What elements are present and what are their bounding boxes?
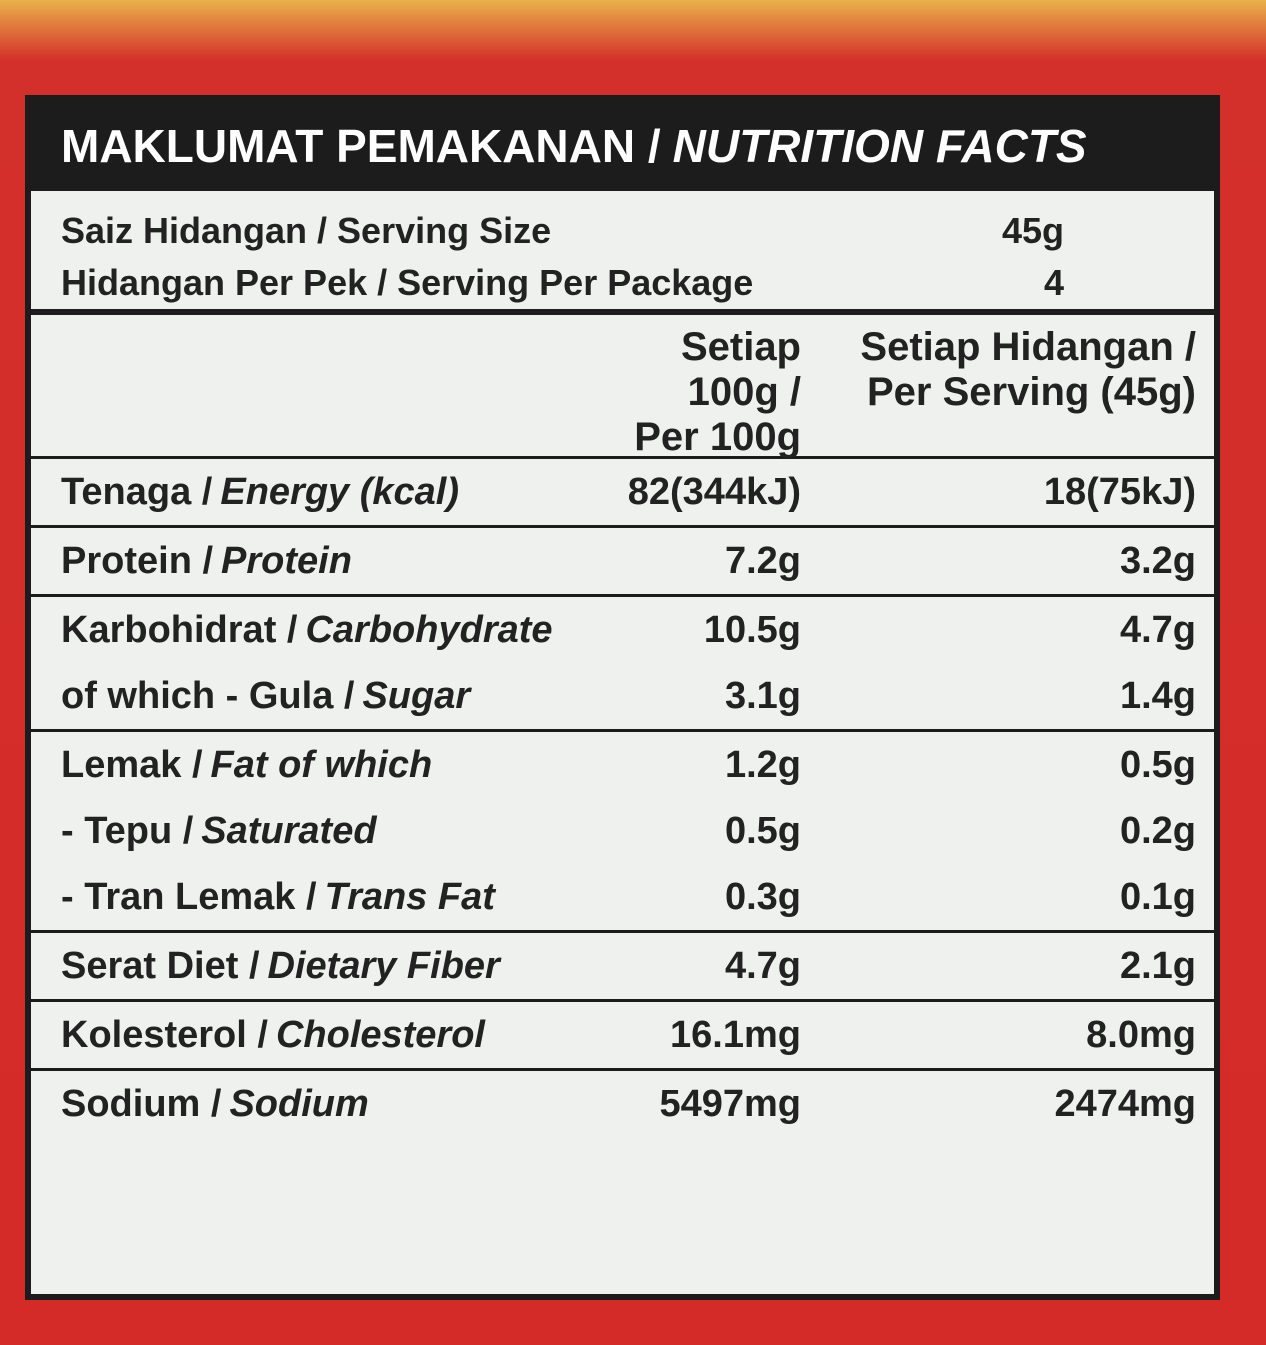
label-malay: Kolesterol / (61, 1013, 268, 1056)
label-malay: Serat Diet / (61, 944, 260, 987)
nutrient-row: Kolesterol / Cholesterol 16.1mg 8.0mg (31, 1002, 1214, 1068)
label-english: Protein (221, 539, 352, 582)
serving-row: Hidangan Per Pek / Serving Per Package 4 (31, 257, 1214, 309)
value-per-100g: 7.2g (724, 539, 801, 582)
nutrient-label: Serat Diet / Dietary Fiber (31, 945, 601, 988)
nutrient-label: Sodium / Sodium (31, 1083, 601, 1126)
nutrient-row: Tenaga / Energy (kcal) 82(344kJ) 18(75kJ) (31, 459, 1214, 525)
nutrient-row: Karbohidrat / Carbohydrate 10.5g 4.7g (31, 597, 1214, 663)
value-per-100g: 0.3g (724, 875, 801, 918)
value-per-serving: 0.2g (1119, 809, 1196, 852)
value-per-100g: 3.1g (724, 674, 801, 717)
value-per-100g: 16.1mg (670, 1013, 801, 1056)
nutrient-row: Protein / Protein 7.2g 3.2g (31, 528, 1214, 594)
label-malay: of which - Gula / (61, 674, 355, 717)
value-per-100g: 1.2g (724, 743, 801, 786)
value-per-serving: 2474mg (1054, 1082, 1196, 1125)
value-per-serving: 0.5g (1119, 743, 1196, 786)
column-headers: Setiap 100g / Per 100g Setiap Hidangan / Pe… (31, 309, 1214, 459)
nutrient-row: Lemak / Fat of which 1.2g 0.5g (31, 732, 1214, 798)
column-header-line: Per 100g (634, 415, 801, 459)
nutrient-label: - Tran Lemak / Trans Fat (31, 876, 601, 919)
nutrient-row: of which - Gula / Sugar 3.1g 1.4g (31, 663, 1214, 729)
value-per-100g: 0.5g (724, 809, 801, 852)
nutrient-label: of which - Gula / Sugar (31, 675, 601, 718)
nutrient-group: Karbohidrat / Carbohydrate 10.5g 4.7g of whi… (31, 597, 1214, 732)
column-header: Setiap 100g / Per 100g (601, 325, 801, 459)
nutrient-row: Serat Diet / Dietary Fiber 4.7g 2.1g (31, 933, 1214, 999)
value-per-100g: 10.5g (703, 608, 801, 651)
value-per-serving: 1.4g (1119, 674, 1196, 717)
column-header-line: Setiap 100g / (680, 325, 801, 414)
label-english: Trans Fat (324, 875, 495, 918)
column-header-line: Per Serving (45g) (866, 370, 1196, 414)
serving-info: Saiz Hidangan / Serving Size 45g Hidangan … (31, 205, 1214, 309)
nutrient-group: Lemak / Fat of which 1.2g 0.5g - Tepu / Satur… (31, 732, 1214, 933)
label-malay: Protein / (61, 539, 214, 582)
serving-value: 45g (1001, 210, 1064, 251)
nutrient-group: Serat Diet / Dietary Fiber 4.7g 2.1g (31, 933, 1214, 1002)
nutrient-rows: Tenaga / Energy (kcal) 82(344kJ) 18(75kJ) Pr… (31, 459, 1214, 1137)
label-malay: Sodium / (61, 1082, 222, 1125)
serving-label: Hidangan Per Pek / Serving Per Package (61, 262, 754, 303)
nutrient-group: Protein / Protein 7.2g 3.2g (31, 528, 1214, 597)
title-english: NUTRITION FACTS (672, 120, 1087, 172)
label-malay: Karbohidrat / (61, 608, 298, 651)
serving-row: Saiz Hidangan / Serving Size 45g (31, 205, 1214, 257)
value-per-100g: 5497mg (659, 1082, 801, 1125)
nutrient-label: Kolesterol / Cholesterol (31, 1014, 601, 1057)
serving-value: 4 (1043, 262, 1064, 303)
nutrient-group: Tenaga / Energy (kcal) 82(344kJ) 18(75kJ) (31, 459, 1214, 528)
value-per-serving: 0.1g (1119, 875, 1196, 918)
nutrition-label: MAKLUMAT PEMAKANAN / NUTRITION FACTS Saiz… (25, 95, 1220, 1300)
nutrient-row: - Tran Lemak / Trans Fat 0.3g 0.1g (31, 864, 1214, 930)
column-header-line: Setiap Hidangan / (860, 325, 1196, 369)
value-per-serving: 2.1g (1119, 944, 1196, 987)
label-english: Sugar (362, 674, 471, 717)
label-malay: - Tran Lemak / (61, 875, 317, 918)
value-per-serving: 8.0mg (1086, 1013, 1196, 1056)
value-per-100g: 82(344kJ) (627, 470, 801, 513)
label-english: Dietary Fiber (267, 944, 500, 987)
nutrient-row: Sodium / Sodium 5497mg 2474mg (31, 1071, 1214, 1137)
nutrient-label: Lemak / Fat of which (31, 744, 601, 787)
value-per-100g: 4.7g (724, 944, 801, 987)
label-english: Energy (kcal) (220, 470, 459, 513)
nutrient-label: Tenaga / Energy (kcal) (31, 471, 601, 514)
label-malay: - Tepu / (61, 809, 194, 852)
label-english: Saturated (201, 809, 377, 852)
header: MAKLUMAT PEMAKANAN / NUTRITION FACTS (31, 101, 1214, 191)
serving-label: Saiz Hidangan / Serving Size (61, 210, 552, 251)
value-per-serving: 4.7g (1119, 608, 1196, 651)
value-per-serving: 18(75kJ) (1043, 470, 1196, 513)
nutrient-label: Protein / Protein (31, 540, 601, 583)
nutrient-label: - Tepu / Saturated (31, 810, 601, 853)
label-english: Fat of which (210, 743, 433, 786)
title-malay: MAKLUMAT PEMAKANAN / (61, 120, 661, 172)
label-malay: Tenaga / (61, 470, 213, 513)
label-english: Cholesterol (275, 1013, 485, 1056)
nutrient-group: Sodium / Sodium 5497mg 2474mg (31, 1071, 1214, 1137)
nutrient-group: Kolesterol / Cholesterol 16.1mg 8.0mg (31, 1002, 1214, 1071)
column-header: Setiap Hidangan / Per Serving (45g) (801, 325, 1196, 456)
nutrient-label: Karbohidrat / Carbohydrate (31, 609, 601, 652)
label-malay: Lemak / (61, 743, 203, 786)
label-english: Sodium (229, 1082, 369, 1125)
nutrient-row: - Tepu / Saturated 0.5g 0.2g (31, 798, 1214, 864)
label-english: Carbohydrate (305, 608, 553, 651)
value-per-serving: 3.2g (1119, 539, 1196, 582)
